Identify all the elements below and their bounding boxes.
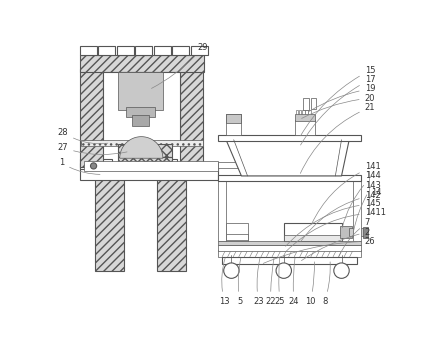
Bar	[284, 235, 341, 241]
Text: 143: 143	[353, 180, 381, 231]
Text: 17: 17	[301, 75, 375, 145]
Bar	[172, 46, 189, 55]
Bar	[117, 46, 134, 55]
Text: 141: 141	[312, 162, 381, 224]
Bar	[296, 110, 298, 114]
Text: 21: 21	[300, 103, 375, 173]
Text: 13: 13	[219, 258, 230, 306]
Bar	[91, 163, 101, 167]
Text: 29: 29	[151, 43, 208, 88]
Text: 145: 145	[285, 199, 381, 246]
Bar	[218, 250, 361, 257]
Bar	[226, 114, 242, 135]
Bar	[187, 159, 198, 167]
Bar	[349, 228, 365, 236]
Bar	[135, 46, 152, 55]
Text: 8: 8	[322, 262, 330, 306]
Bar	[123, 159, 134, 167]
Bar	[80, 55, 204, 72]
Bar	[126, 108, 155, 117]
Bar	[112, 163, 123, 167]
Bar	[284, 223, 341, 241]
Text: 28: 28	[58, 127, 108, 144]
Bar	[218, 245, 361, 251]
Bar	[340, 226, 352, 238]
Bar	[166, 159, 177, 167]
Bar	[155, 163, 166, 167]
Bar	[132, 115, 149, 126]
Bar	[103, 72, 180, 141]
Text: 20: 20	[301, 94, 375, 119]
Text: 14: 14	[371, 188, 381, 197]
Bar	[81, 140, 203, 146]
Bar	[80, 159, 91, 167]
Bar	[218, 135, 361, 141]
Bar	[218, 162, 242, 168]
Text: 27: 27	[58, 143, 127, 155]
Text: 142: 142	[301, 191, 381, 241]
Bar	[218, 180, 226, 241]
Bar	[303, 98, 309, 110]
Bar	[295, 114, 314, 121]
Bar	[98, 46, 115, 55]
Text: 23: 23	[253, 258, 264, 306]
Bar	[198, 163, 209, 167]
Text: 25: 25	[275, 258, 285, 306]
Polygon shape	[226, 140, 349, 176]
Bar	[218, 175, 361, 181]
Bar	[226, 223, 248, 241]
Polygon shape	[120, 137, 163, 158]
Bar	[134, 163, 144, 167]
Text: 5: 5	[237, 258, 242, 306]
Circle shape	[334, 263, 349, 278]
Bar	[95, 178, 124, 271]
Bar	[190, 46, 207, 55]
Text: 15: 15	[301, 66, 375, 136]
Bar	[305, 110, 308, 114]
Text: 19: 19	[309, 84, 375, 111]
Bar	[154, 46, 170, 55]
Bar	[157, 178, 186, 271]
Text: 144: 144	[342, 172, 381, 228]
Text: 22: 22	[266, 258, 276, 306]
Bar	[226, 234, 248, 240]
Bar	[80, 163, 218, 169]
Bar	[180, 69, 203, 167]
Circle shape	[91, 163, 97, 169]
Text: 24: 24	[289, 258, 299, 306]
Bar	[309, 110, 311, 114]
Bar	[353, 180, 361, 241]
Bar	[101, 159, 112, 167]
Bar	[118, 157, 172, 166]
Text: 10: 10	[305, 262, 316, 306]
Text: 1411: 1411	[285, 208, 385, 252]
Text: 7: 7	[339, 218, 370, 257]
Bar	[80, 167, 218, 180]
Bar	[299, 110, 301, 114]
Circle shape	[276, 263, 291, 278]
Bar	[311, 98, 316, 109]
Bar	[295, 120, 314, 135]
Bar	[144, 159, 155, 167]
Text: 1: 1	[59, 158, 100, 174]
Bar	[222, 257, 357, 265]
Bar	[83, 161, 218, 171]
Text: 26: 26	[263, 237, 375, 263]
Bar	[80, 69, 103, 167]
Bar	[118, 145, 172, 157]
Text: 2: 2	[301, 227, 370, 261]
Bar	[118, 72, 163, 110]
Bar	[80, 46, 97, 55]
Bar	[363, 227, 369, 237]
Bar	[177, 163, 187, 167]
Bar	[226, 114, 242, 123]
Bar	[302, 110, 305, 114]
Circle shape	[224, 263, 239, 278]
Bar	[218, 241, 361, 245]
